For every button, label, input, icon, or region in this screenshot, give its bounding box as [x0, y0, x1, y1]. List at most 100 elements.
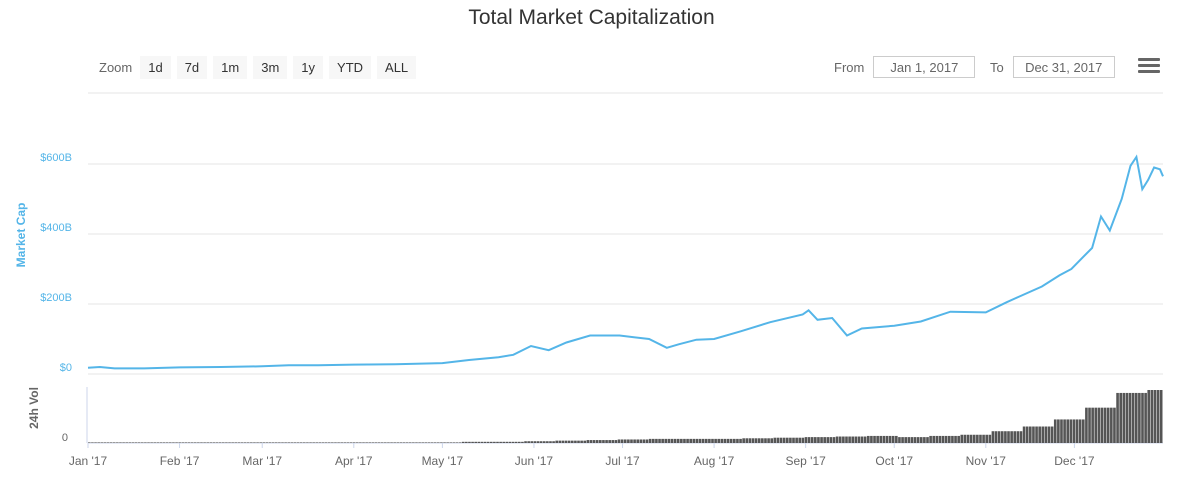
volume-bar — [608, 440, 611, 443]
volume-bar — [359, 442, 362, 443]
volume-bar — [555, 440, 559, 443]
volume-bar — [919, 437, 923, 443]
volume-bar — [312, 442, 315, 443]
zoom-7d-button[interactable]: 7d — [176, 55, 208, 79]
volume-bar — [1016, 431, 1020, 443]
volume-bar — [278, 442, 281, 443]
to-range: To Dec 31, 2017 — [990, 55, 1115, 79]
volume-bar — [306, 442, 309, 443]
volume-bar — [854, 436, 858, 443]
volume-bar — [474, 441, 477, 443]
volume-bar — [468, 441, 471, 443]
volume-bar — [374, 442, 378, 443]
volume-bar — [203, 442, 206, 443]
y-tick-label: $600B — [40, 152, 72, 164]
volume-bar — [736, 438, 739, 443]
zoom-all-button[interactable]: ALL — [377, 55, 417, 79]
volume-bar — [935, 435, 939, 443]
chart-title: Total Market Capitalization — [468, 6, 715, 29]
volume-bar — [402, 442, 406, 443]
volume-bar — [664, 438, 668, 443]
volume-bar — [465, 441, 468, 443]
volume-bar — [514, 441, 518, 443]
zoom-1d-button[interactable]: 1d — [140, 55, 171, 79]
volume-bar — [673, 438, 677, 443]
volume-bar — [455, 442, 459, 443]
volume-bar — [346, 442, 350, 443]
volume-bar — [542, 441, 546, 443]
volume-bar — [131, 442, 135, 443]
volume-bar — [215, 442, 219, 443]
volume-bar — [231, 442, 234, 443]
x-tick-label: Jul '17 — [605, 454, 640, 468]
volume-bar — [701, 438, 705, 443]
volume-bar — [144, 442, 147, 443]
volume-bar — [988, 434, 992, 443]
volume-bar — [680, 438, 683, 443]
zoom-ytd-button[interactable]: YTD — [329, 55, 372, 79]
hamburger-menu-icon[interactable] — [1138, 58, 1160, 78]
volume-bar — [820, 437, 823, 443]
volume-bar — [1147, 390, 1151, 443]
volume-bar — [119, 442, 122, 443]
volume-bar — [94, 442, 97, 443]
volume-bar — [997, 431, 1001, 443]
volume-bar — [486, 441, 490, 443]
volume-bar — [290, 442, 294, 443]
volume-bar — [567, 440, 571, 443]
zoom-1y-button[interactable]: 1y — [293, 55, 324, 79]
volume-bar — [954, 435, 957, 443]
volume-bar — [91, 442, 94, 443]
volume-bar — [979, 434, 982, 443]
volume-bar — [901, 437, 904, 443]
volume-bar — [907, 437, 911, 443]
volume-bar — [1004, 431, 1007, 443]
x-tick-label: Nov '17 — [966, 454, 1007, 468]
volume-bar — [518, 441, 521, 443]
volume-bar — [443, 442, 446, 443]
volume-bar — [1138, 392, 1141, 443]
volume-bar — [648, 438, 652, 443]
volume-bar — [1116, 392, 1119, 443]
volume-bar — [695, 438, 699, 443]
volume-bar — [97, 442, 100, 443]
volume-bar — [150, 442, 153, 443]
to-date-input[interactable]: Dec 31, 2017 — [1012, 56, 1115, 78]
volume-bar — [340, 442, 344, 443]
y-tick-label: $400B — [40, 222, 72, 234]
volume-bar — [1144, 392, 1147, 443]
volume-bar — [599, 440, 602, 443]
volume-bar — [630, 439, 633, 443]
volume-axis-title: 24h Vol — [27, 387, 41, 429]
volume-bar — [882, 435, 886, 443]
volume-bar — [795, 437, 798, 443]
volume-bar — [1044, 426, 1048, 443]
volume-bar — [929, 435, 932, 443]
volume-bar — [1159, 390, 1163, 443]
volume-bar — [982, 434, 985, 443]
zoom-1m-button[interactable]: 1m — [213, 55, 248, 79]
from-date-input[interactable]: Jan 1, 2017 — [873, 56, 976, 78]
volume-bar — [757, 438, 761, 443]
volume-bar — [362, 442, 365, 443]
volume-bar — [371, 442, 375, 443]
volume-bar — [913, 437, 917, 443]
volume-bar — [134, 442, 138, 443]
volume-bar — [592, 440, 596, 443]
zoom-3m-button[interactable]: 3m — [253, 55, 288, 79]
volume-bar — [1025, 426, 1029, 443]
volume-bar — [530, 441, 534, 443]
volume-bar — [169, 442, 172, 443]
volume-bar — [321, 442, 325, 443]
volume-bar — [240, 442, 244, 443]
volume-bar — [842, 436, 845, 443]
volume-bar — [274, 442, 278, 443]
volume-bar — [178, 442, 181, 443]
volume-bar — [804, 437, 808, 443]
volume-bar — [1122, 392, 1126, 443]
volume-bar — [857, 436, 861, 443]
volume-bar — [106, 442, 110, 443]
volume-bar — [698, 438, 702, 443]
volume-bar — [365, 442, 368, 443]
volume-bar — [446, 442, 449, 443]
